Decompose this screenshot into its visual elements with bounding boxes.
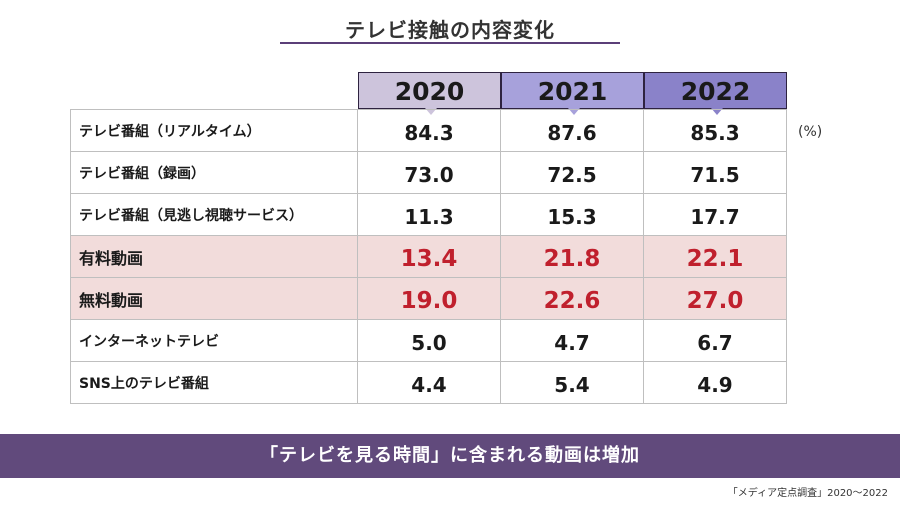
value-cell: 71.5 <box>643 151 787 194</box>
value-cell: 6.7 <box>643 319 787 362</box>
year-header-2021: 2021 <box>501 72 644 115</box>
value-cell: 4.7 <box>500 319 644 362</box>
value-cell: 22.1 <box>643 235 787 278</box>
year-header-2020: 2020 <box>358 72 501 115</box>
unit-label: (%) <box>798 124 823 140</box>
value-cell: 27.0 <box>643 277 787 320</box>
table-row: 無料動画 19.0 22.6 27.0 <box>70 277 787 320</box>
row-label: テレビ番組（録画） <box>70 151 358 194</box>
row-label: インターネットテレビ <box>70 319 358 362</box>
source-note: 「メディア定点調査」2020～2022 <box>727 488 888 499</box>
value-cell: 21.8 <box>500 235 644 278</box>
year-header-label: 2020 <box>394 77 465 106</box>
data-table: テレビ番組（リアルタイム） 84.3 87.6 85.3 テレビ番組（録画） 73.0 72… <box>70 109 787 404</box>
row-label: 無料動画 <box>70 277 358 320</box>
table-row: SNS上のテレビ番組 4.4 5.4 4.9 <box>70 361 787 404</box>
table-row: インターネットテレビ 5.0 4.7 6.7 <box>70 319 787 362</box>
year-header-2022: 2022 <box>644 72 787 115</box>
page-title: テレビ接触の内容変化 <box>345 18 555 42</box>
value-cell: 4.4 <box>357 361 501 404</box>
value-cell: 4.9 <box>643 361 787 404</box>
value-cell: 72.5 <box>500 151 644 194</box>
year-header-label: 2022 <box>680 77 751 106</box>
value-cell: 85.3 <box>643 109 787 152</box>
value-cell: 73.0 <box>357 151 501 194</box>
value-cell: 17.7 <box>643 193 787 236</box>
value-cell: 87.6 <box>500 109 644 152</box>
summary-banner: 「テレビを見る時間」に含まれる動画は増加 <box>0 434 900 478</box>
value-cell: 22.6 <box>500 277 644 320</box>
table-body: テレビ番組（リアルタイム） 84.3 87.6 85.3 テレビ番組（録画） 73.0 72… <box>70 109 787 404</box>
value-cell: 5.4 <box>500 361 644 404</box>
year-header-label: 2021 <box>537 77 608 106</box>
table-row: テレビ番組（見逃し視聴サービス） 11.3 15.3 17.7 <box>70 193 787 236</box>
title-underline <box>280 42 620 44</box>
row-label: テレビ番組（見逃し視聴サービス） <box>70 193 358 236</box>
table-row: テレビ番組（録画） 73.0 72.5 71.5 <box>70 151 787 194</box>
row-label: SNS上のテレビ番組 <box>70 361 358 404</box>
row-label: 有料動画 <box>70 235 358 278</box>
value-cell: 19.0 <box>357 277 501 320</box>
table-row: テレビ番組（リアルタイム） 84.3 87.6 85.3 <box>70 109 787 152</box>
value-cell: 15.3 <box>500 193 644 236</box>
value-cell: 5.0 <box>357 319 501 362</box>
value-cell: 84.3 <box>357 109 501 152</box>
value-cell: 13.4 <box>357 235 501 278</box>
table-row: 有料動画 13.4 21.8 22.1 <box>70 235 787 278</box>
value-cell: 11.3 <box>357 193 501 236</box>
row-label: テレビ番組（リアルタイム） <box>70 109 358 152</box>
